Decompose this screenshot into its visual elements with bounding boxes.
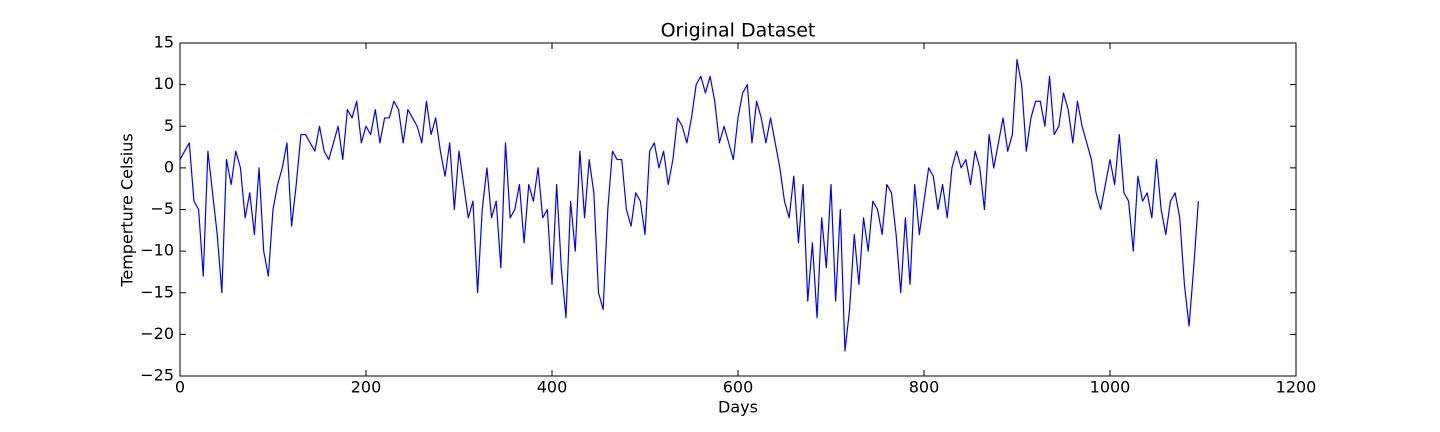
plot-frame — [179, 42, 1297, 377]
y-tick-label: 10 — [154, 74, 174, 93]
x-tick-label: 200 — [351, 378, 382, 397]
y-tick-label: −15 — [140, 282, 174, 301]
y-tick-label: −20 — [140, 324, 174, 343]
y-tick-label: 5 — [164, 116, 174, 135]
y-tick-label: −25 — [140, 366, 174, 385]
x-tick-label: 400 — [537, 378, 568, 397]
x-tick-label: 800 — [909, 378, 940, 397]
chart-title: Original Dataset — [661, 20, 816, 42]
x-tick-label: 1000 — [1090, 378, 1131, 397]
y-tick-label: 0 — [164, 157, 174, 176]
x-tick-label: 600 — [723, 378, 754, 397]
series-line — [179, 59, 1199, 352]
y-tick-label: 15 — [154, 33, 174, 52]
y-tick-label: −10 — [140, 241, 174, 260]
y-tick-label: −5 — [150, 199, 174, 218]
x-tick-label: 0 — [175, 378, 185, 397]
y-axis-label: Temperture Celsius — [118, 133, 137, 287]
x-tick-label: 1200 — [1276, 378, 1317, 397]
x-axis-label: Days — [718, 398, 758, 417]
